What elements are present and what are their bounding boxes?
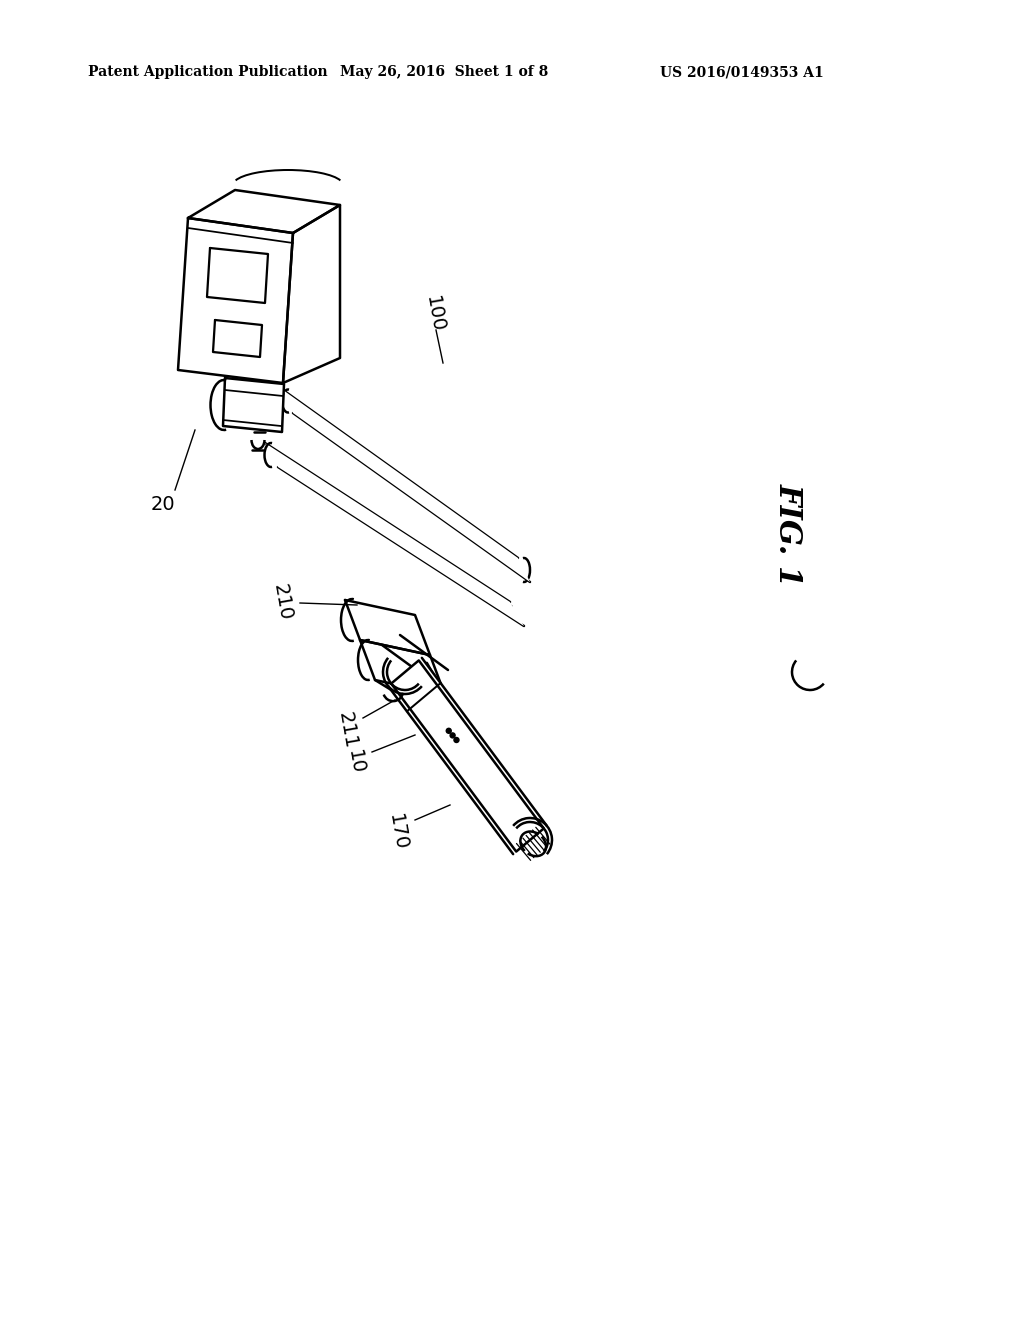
Polygon shape — [223, 378, 284, 432]
Circle shape — [446, 729, 452, 734]
Text: 170: 170 — [385, 812, 411, 851]
Circle shape — [454, 738, 459, 742]
Polygon shape — [360, 640, 445, 696]
Polygon shape — [391, 660, 544, 851]
Text: Patent Application Publication: Patent Application Publication — [88, 65, 328, 79]
Polygon shape — [188, 190, 340, 234]
Polygon shape — [265, 444, 524, 626]
Text: 20: 20 — [151, 495, 175, 515]
Circle shape — [451, 733, 455, 738]
Text: US 2016/0149353 A1: US 2016/0149353 A1 — [660, 65, 823, 79]
Polygon shape — [345, 601, 430, 655]
Polygon shape — [388, 657, 547, 854]
Polygon shape — [207, 248, 268, 304]
Polygon shape — [213, 319, 262, 356]
Polygon shape — [283, 205, 340, 383]
Text: 211: 211 — [335, 710, 359, 750]
Text: 100: 100 — [422, 294, 446, 334]
Text: May 26, 2016  Sheet 1 of 8: May 26, 2016 Sheet 1 of 8 — [340, 65, 548, 79]
Text: FIG. 1: FIG. 1 — [772, 483, 804, 586]
Text: 10: 10 — [343, 748, 367, 776]
Polygon shape — [178, 218, 293, 383]
Polygon shape — [283, 389, 530, 582]
Text: 210: 210 — [269, 582, 295, 622]
